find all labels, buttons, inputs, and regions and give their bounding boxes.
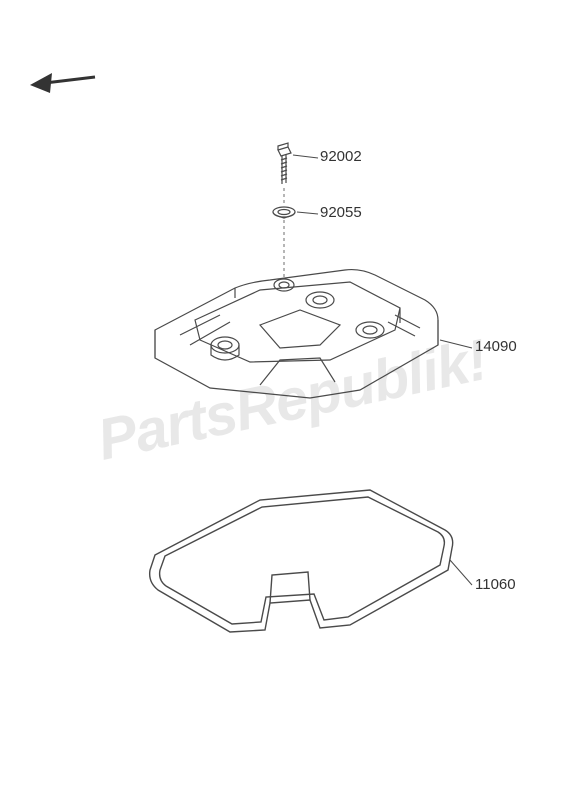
label-11060: 11060 [475,576,516,593]
part-cover [155,270,438,398]
label-92002: 92002 [320,148,362,165]
diagram-canvas: PartsRepublik! [0,0,584,800]
direction-arrow [30,65,100,100]
part-gasket [150,490,453,632]
parts-diagram [0,0,584,800]
label-14090: 14090 [475,338,517,355]
part-bolt [278,143,291,184]
label-92055: 92055 [320,204,362,221]
part-oring [273,207,295,218]
